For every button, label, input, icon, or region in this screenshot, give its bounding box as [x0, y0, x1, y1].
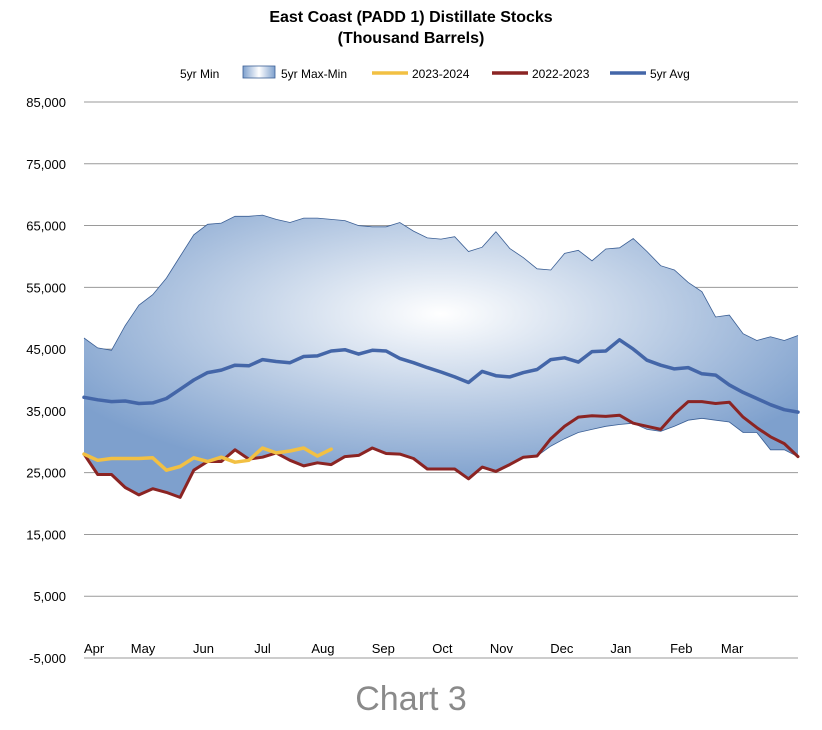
legend-label-5yr-min: 5yr Min	[180, 67, 219, 81]
y-tick-label: 25,000	[26, 466, 66, 481]
line-2022-2023	[82, 400, 800, 499]
line-5yr-max	[83, 214, 799, 351]
x-tick-label: Jan	[610, 641, 631, 656]
x-tick-label: Jul	[254, 641, 271, 656]
y-tick-label: 65,000	[26, 219, 66, 234]
legend-swatch-5yr-max-min	[242, 65, 276, 79]
y-tick-label: 45,000	[26, 342, 66, 357]
y-tick-label: 75,000	[26, 157, 66, 172]
x-tick-label: Apr	[84, 641, 105, 656]
x-tick-label: May	[131, 641, 156, 656]
x-tick-label: Nov	[490, 641, 514, 656]
chart-caption: Chart 3	[355, 680, 467, 718]
chart-title: East Coast (PADD 1) Distillate Stocks	[269, 9, 552, 26]
legend: 5yr Min 5yr Max-Min 2023-2024 2022-2023 …	[180, 65, 690, 81]
legend-label-2023-2024: 2023-2024	[412, 67, 470, 81]
y-tick-label: 35,000	[26, 404, 66, 419]
y-tick-label: 15,000	[26, 527, 66, 542]
legend-label-2022-2023: 2022-2023	[532, 67, 590, 81]
x-tick-label: Jun	[193, 641, 214, 656]
chart: East Coast (PADD 1) Distillate Stocks (T…	[26, 9, 800, 666]
band-5yr-max-min	[84, 215, 798, 498]
x-tick-label: Oct	[432, 641, 453, 656]
line-2023-2024	[82, 446, 333, 472]
y-tick-label: 55,000	[26, 280, 66, 295]
chart-subtitle: (Thousand Barrels)	[338, 30, 485, 47]
x-tick-label: Mar	[721, 641, 744, 656]
line-5yr-avg	[82, 338, 800, 414]
legend-label-5yr-avg: 5yr Avg	[650, 67, 690, 81]
x-tick-label: Dec	[550, 641, 574, 656]
x-tick-label: Feb	[670, 641, 692, 656]
y-tick-label: 5,000	[33, 589, 66, 604]
x-tick-label: Sep	[372, 641, 395, 656]
y-tick-label: -5,000	[29, 651, 66, 666]
y-tick-label: 85,000	[26, 95, 66, 110]
x-tick-label: Aug	[311, 641, 334, 656]
legend-label-5yr-max-min: 5yr Max-Min	[281, 67, 347, 81]
